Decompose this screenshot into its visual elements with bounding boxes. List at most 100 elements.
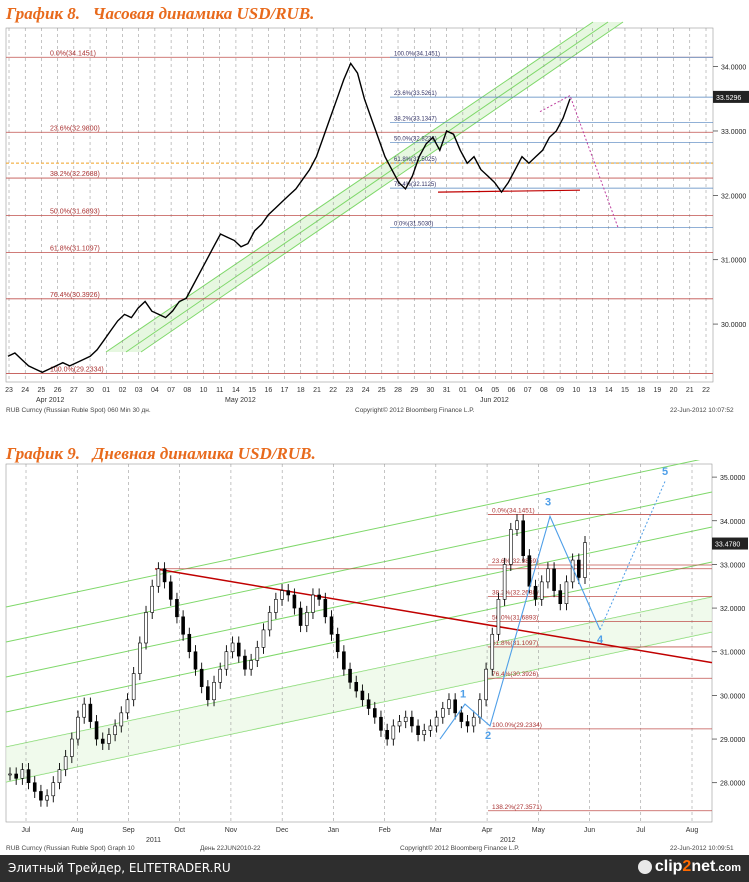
source-right: 22-Jun-2012 10:07:52 [670, 407, 734, 414]
x-tick-label: 09 [556, 387, 564, 394]
x-tick-label: May [532, 827, 546, 834]
price-candle [447, 699, 451, 709]
fib-level-label: 23.6%(32.9859) [492, 558, 538, 565]
price-candle [26, 769, 31, 784]
price-candle [243, 655, 247, 670]
x-tick-label: Nov [225, 827, 238, 834]
price-candle [298, 607, 303, 626]
trend-channel-fill [106, 22, 623, 352]
fib-level-label: 76.4%(30.3926) [492, 671, 538, 678]
price-candle [131, 673, 136, 701]
source-left: RUB Curncy (Russian Ruble Spot) 060 Min … [6, 407, 151, 414]
fib-level-label: 23.6%(32.9800) [50, 125, 100, 132]
x-tick-label: 18 [297, 387, 305, 394]
chart-8-hourly: 23 24 25 26 27 30 01 02 03 04 07 08 10 11 14 15 16 17 18 21… [5, 21, 749, 414]
x-tick-label: Oct [174, 827, 185, 834]
footer-source-text: Элитный Трейдер, ELITETRADER.RU [8, 861, 231, 875]
price-candle [193, 651, 198, 670]
price-candle [342, 651, 346, 670]
price-candle [125, 699, 130, 714]
y-tick-label: 31.0000 [721, 258, 746, 265]
y-tick-label: 29.0000 [720, 737, 745, 744]
x-tick-label: 23 [5, 387, 13, 394]
price-candle [199, 668, 204, 687]
last-price-badge [713, 90, 749, 103]
price-series-line [7, 61, 571, 374]
price-candle [39, 791, 43, 801]
chart-9-title: График 9. Дневная динамика USD/RUB. [6, 444, 316, 463]
x-tick-label: Jun [584, 827, 595, 834]
wave-projection [599, 481, 666, 631]
price-candle [63, 756, 68, 770]
y-tick-label: 34.0000 [720, 519, 745, 526]
source-right: 22-Jun-2012 10:09:51 [670, 845, 734, 852]
year-label: 2012 [500, 837, 516, 844]
wave-label: 4 [597, 634, 604, 646]
fib-level-label: 50.0%(31.6893) [50, 208, 100, 215]
price-candle [32, 782, 37, 792]
x-tick-label: Jul [636, 827, 645, 834]
chart-8-title: График 8. Часовая динамика USD/RUB. [6, 4, 315, 23]
trend-channel-line [5, 526, 713, 678]
source-mid: День 22JUN2010-22 [200, 845, 261, 852]
price-candle [490, 633, 495, 670]
price-candle [484, 668, 488, 701]
footer-bar: Элитный Трейдер, ELITETRADER.RU clip2net… [0, 855, 749, 882]
x-tick-label: Aug [71, 827, 84, 834]
price-candle [175, 599, 179, 618]
x-tick-label: 06 [508, 387, 516, 394]
price-candle [274, 599, 278, 613]
wave-label: 2 [485, 730, 491, 742]
descending-trendline [154, 568, 713, 664]
x-tick-label: 29 [410, 387, 418, 394]
price-candle [150, 585, 155, 613]
price-candle [440, 708, 445, 718]
fib-level-label: 0.0%(34.1451) [492, 507, 535, 514]
x-tick-label: 28 [394, 387, 402, 394]
price-candle [8, 773, 12, 776]
price-candle [212, 681, 216, 701]
price-candle [267, 612, 272, 631]
price-candle [144, 612, 148, 644]
last-price-badge [712, 537, 748, 550]
y-tick-label: 32.0000 [721, 193, 746, 200]
price-candle [515, 520, 519, 530]
price-candle [88, 703, 93, 722]
price-candle [280, 590, 284, 600]
price-candle [218, 668, 223, 683]
last-price-label: 33.4780 [715, 542, 740, 549]
x-tick-label: Jul [22, 827, 31, 834]
x-tick-label: Sep [122, 827, 135, 834]
fib-inner-label: 0.0%(31.5030) [394, 221, 433, 227]
price-candle [422, 730, 427, 735]
price-candle [434, 716, 439, 727]
fib-inner-label: 38.2%(33.1347) [394, 116, 437, 122]
price-candle [57, 769, 62, 784]
price-candle [453, 699, 457, 714]
trend-channel-line [5, 561, 713, 713]
fib-level-label: 50.0%(31.6893) [492, 615, 538, 622]
price-candle [20, 769, 25, 779]
fib-inner-label: 100.0%(34.1451) [394, 51, 440, 57]
x-tick-label: 22 [702, 387, 710, 394]
source-center: Copyright© 2012 Bloomberg Finance L.P. [400, 844, 520, 852]
y-tick-label: 35.0000 [720, 475, 745, 482]
price-candle [107, 734, 111, 744]
x-tick-label: 10 [572, 387, 580, 394]
price-candle [323, 599, 328, 618]
y-tick-label: 32.0000 [720, 606, 745, 613]
price-candle [372, 708, 377, 718]
price-candle [187, 633, 192, 653]
clip2net-logo-icon [637, 859, 652, 874]
y-tick-label: 30.0000 [720, 693, 745, 700]
x-tick-label: 04 [151, 387, 159, 394]
x-tick-label: 25 [378, 387, 386, 394]
source-left: RUB Curncy (Russian Ruble Spot) Graph 10 [6, 845, 135, 852]
wave-label: 3 [545, 496, 551, 508]
y-tick-label: 30.0000 [721, 322, 746, 329]
fib-level-label: 61.8%(31.1097) [492, 640, 538, 647]
x-tick-label: 25 [38, 387, 46, 394]
price-candle [471, 716, 476, 727]
support-red-line [437, 189, 581, 193]
price-candle [70, 738, 74, 757]
